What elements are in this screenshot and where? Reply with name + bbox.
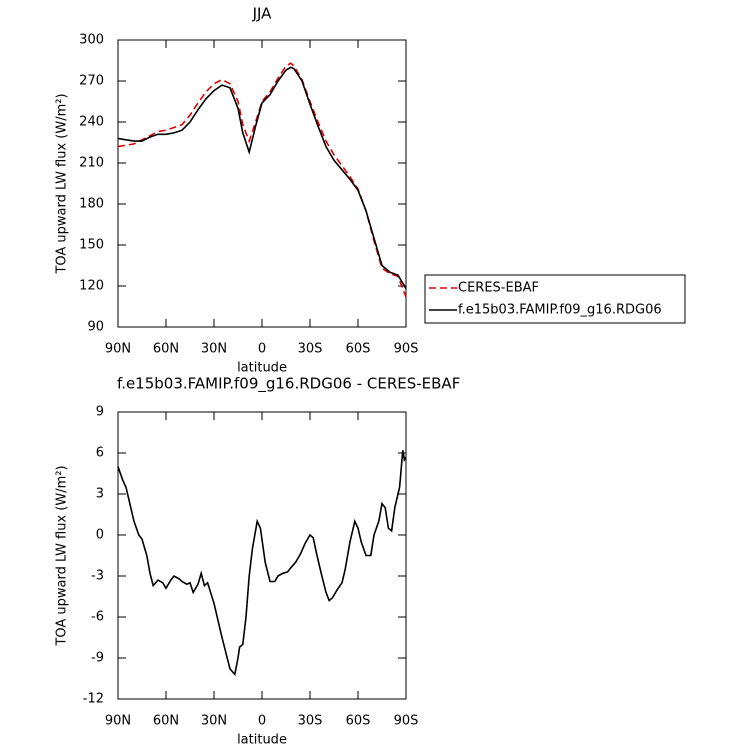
legend-box: [424, 274, 686, 324]
x-tick-label: 30N: [201, 342, 227, 357]
y-tick-label: -3: [91, 569, 104, 584]
x-axis-label: latitude: [237, 733, 287, 748]
y-tick-label: 270: [79, 74, 104, 89]
x-tick-label: 60N: [153, 714, 179, 729]
x-tick-label: 60S: [346, 342, 371, 357]
chart-title: JJA: [252, 5, 273, 23]
x-tick-label: 0: [258, 714, 266, 729]
y-tick-label: 90: [87, 320, 104, 335]
plot-frame: [117, 39, 407, 328]
y-tick-label: 120: [79, 279, 104, 294]
x-tick-label: 90N: [105, 714, 131, 729]
y-tick-label: -6: [91, 610, 104, 625]
legend-label: f.e15b03.FAMIP.f09_g16.RDG06: [458, 303, 662, 318]
x-tick-label: 90S: [394, 342, 419, 357]
x-tick-label: 30N: [201, 714, 227, 729]
y-tick-label: 180: [79, 197, 104, 212]
x-tick-label: 0: [258, 342, 266, 357]
y-tick-label: -9: [91, 651, 104, 666]
y-tick-label: -12: [83, 692, 104, 707]
y-axis-label: TOA upward LW flux (W/m²): [55, 93, 70, 274]
data-line: [117, 450, 407, 677]
x-tick-label: 90N: [105, 342, 131, 357]
y-tick-label: 0: [96, 528, 104, 543]
x-tick-label: 90S: [394, 714, 419, 729]
y-tick-label: 150: [79, 238, 104, 253]
y-tick-label: 6: [96, 446, 104, 461]
x-tick-label: 30S: [298, 342, 323, 357]
y-tick-label: 210: [79, 156, 104, 171]
x-tick-label: 30S: [298, 714, 323, 729]
x-tick-label: 60N: [153, 342, 179, 357]
plot-frame: [117, 411, 407, 700]
data-line: [117, 66, 407, 290]
y-tick-label: 3: [96, 487, 104, 502]
y-tick-label: 9: [96, 405, 104, 420]
y-axis-label: TOA upward LW flux (W/m²): [55, 465, 70, 646]
x-tick-label: 60S: [346, 714, 371, 729]
chart-title: f.e15b03.FAMIP.f09_g16.RDG06 - CERES-EBA…: [117, 375, 460, 394]
y-tick-label: 240: [79, 115, 104, 130]
y-tick-label: 300: [79, 33, 104, 48]
x-axis-label: latitude: [237, 361, 287, 376]
data-line: [117, 62, 407, 298]
legend-label: CERES-EBAF: [458, 281, 539, 296]
